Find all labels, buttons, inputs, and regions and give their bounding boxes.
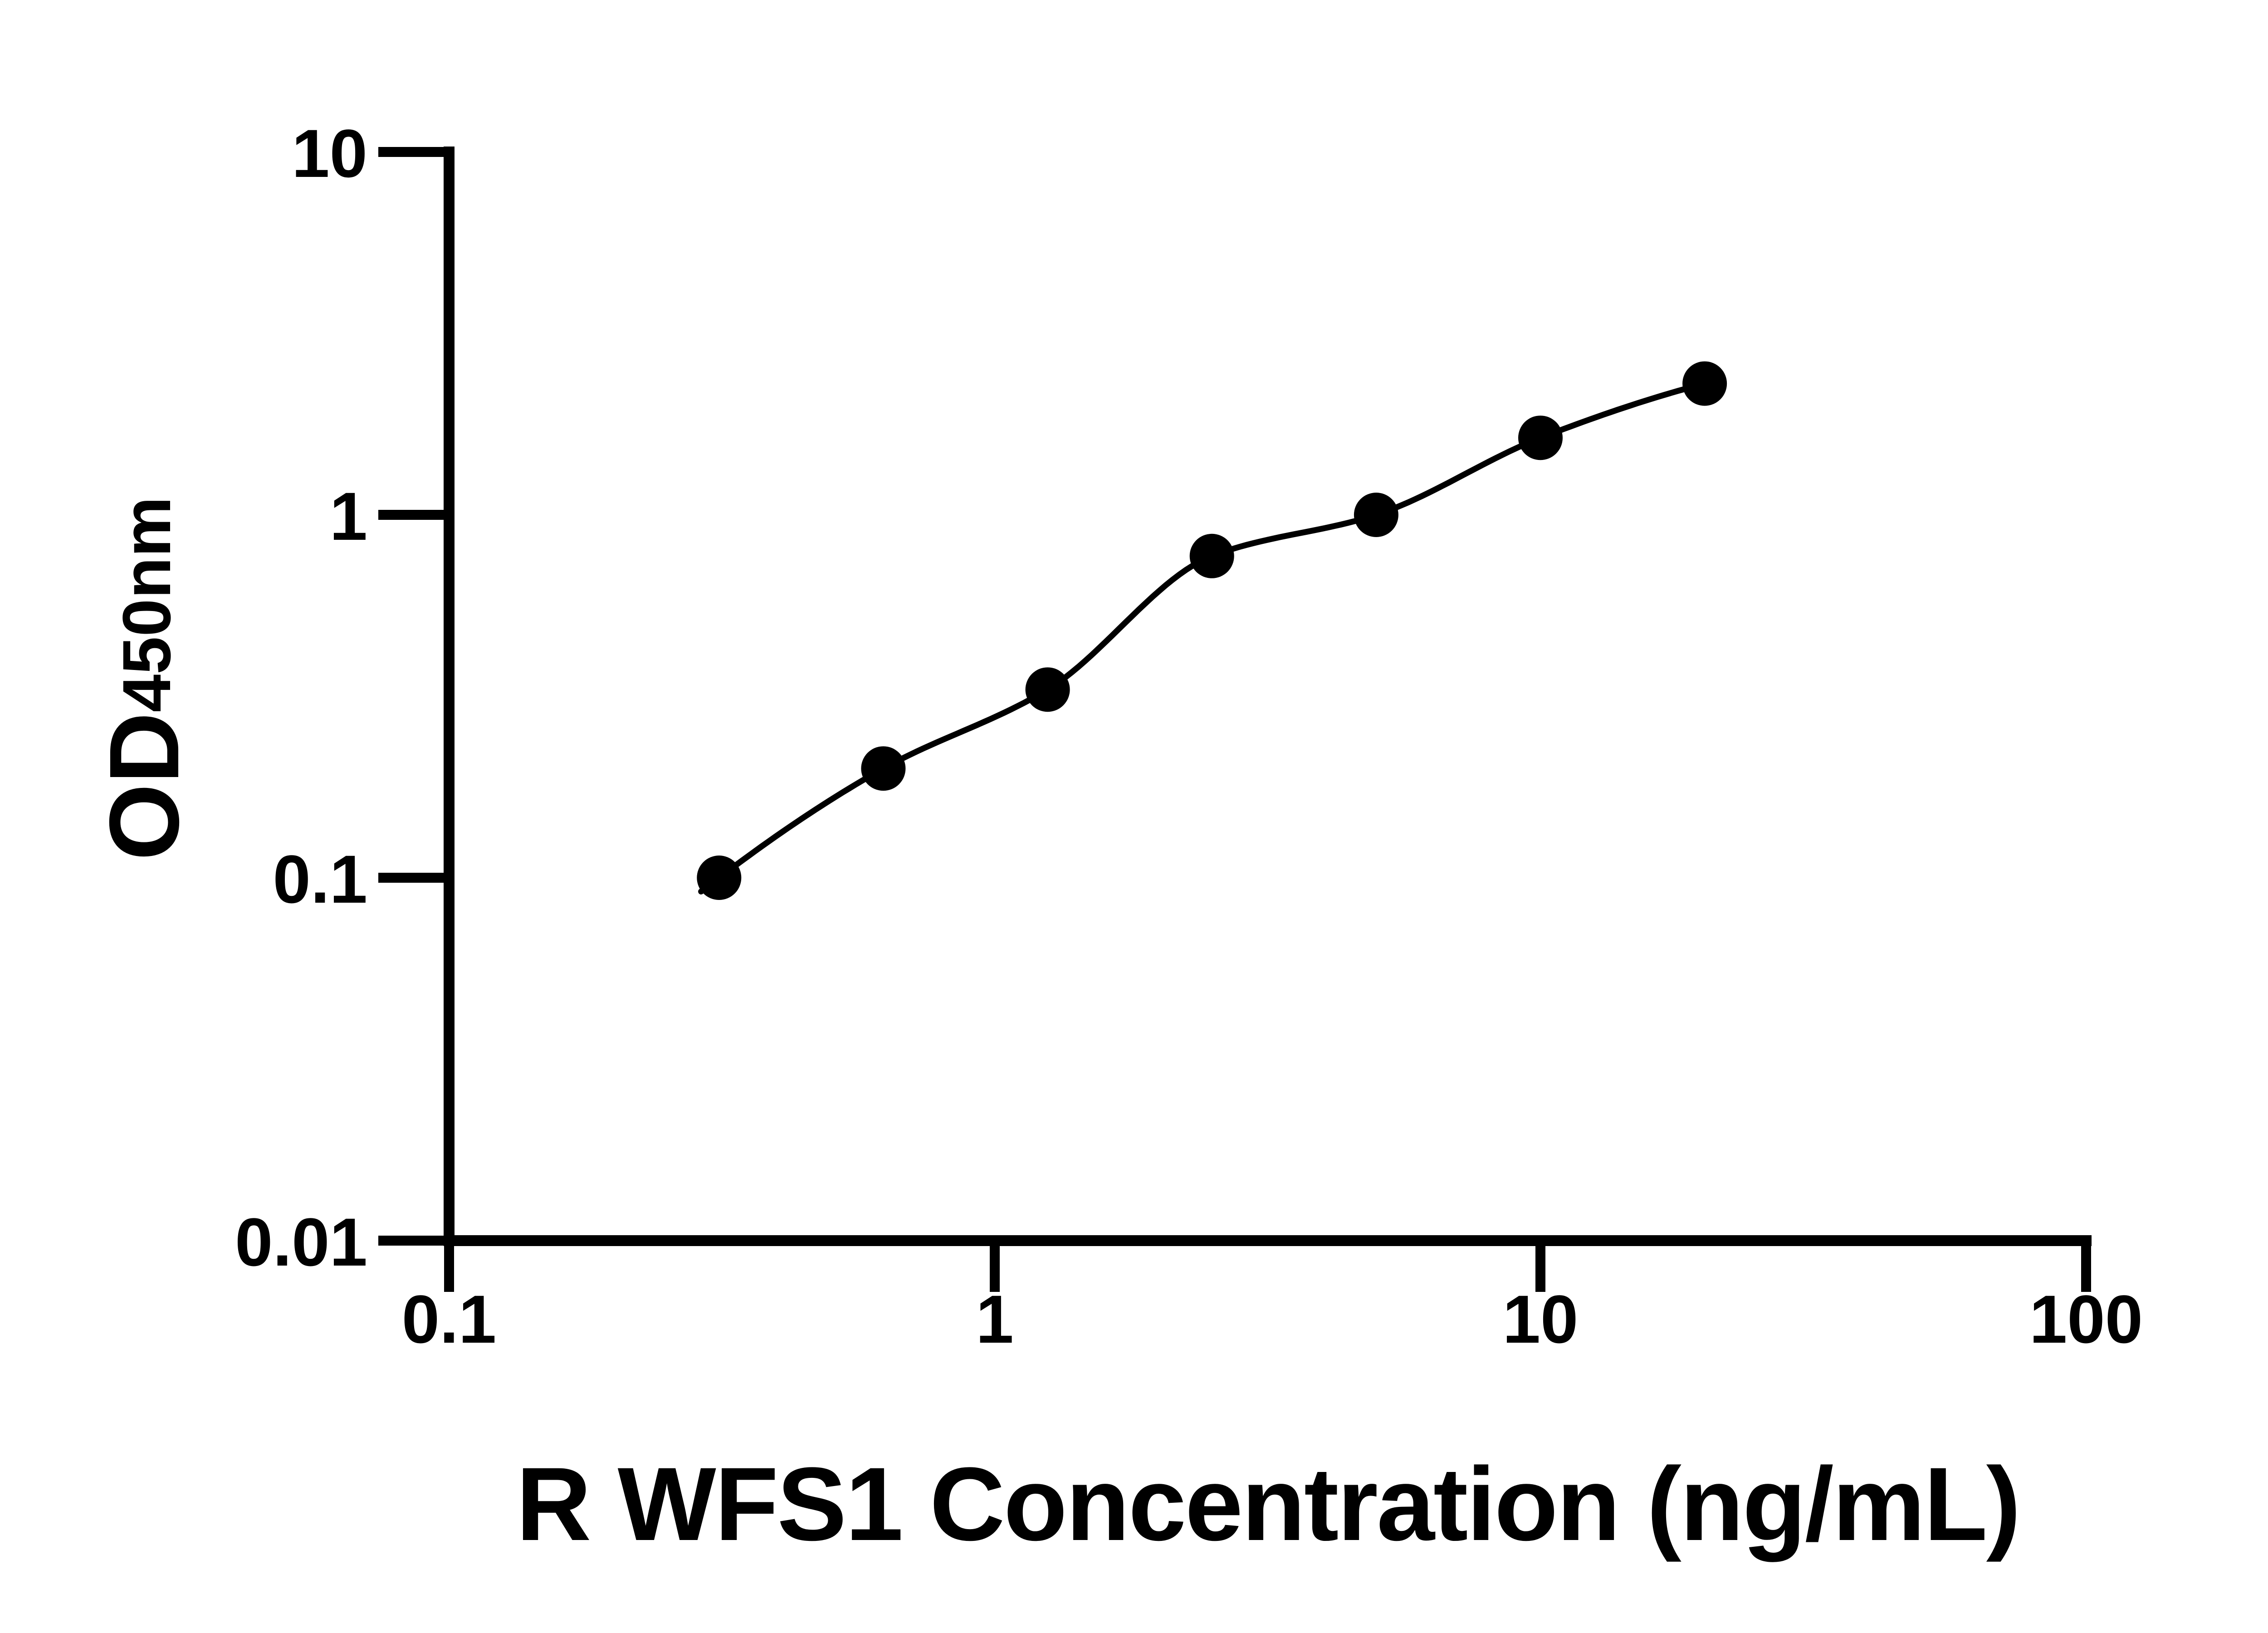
svg-text:10: 10	[292, 115, 367, 191]
svg-text:100: 100	[2029, 1281, 2143, 1357]
svg-text:0.01: 0.01	[235, 1204, 367, 1280]
svg-text:10: 10	[1503, 1281, 1579, 1357]
svg-text:1: 1	[976, 1281, 1013, 1357]
svg-text:R WFS1 Concentration (ng/mL): R WFS1 Concentration (ng/mL)	[516, 1446, 2020, 1562]
svg-text:0.1: 0.1	[273, 841, 367, 917]
svg-text:1: 1	[330, 478, 367, 554]
svg-text:0.1: 0.1	[402, 1281, 497, 1357]
